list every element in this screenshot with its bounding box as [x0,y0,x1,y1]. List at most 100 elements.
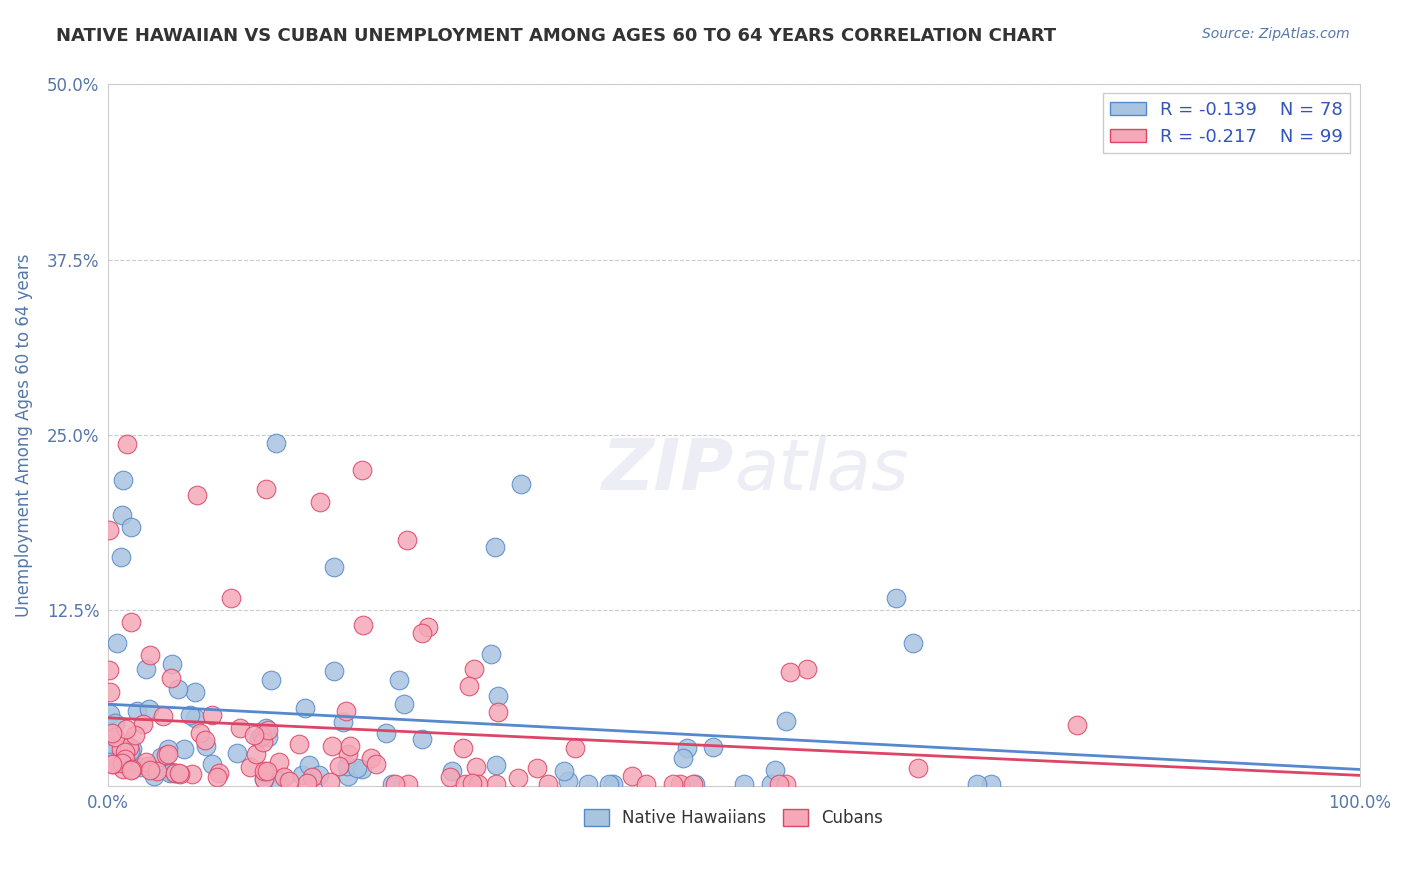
Point [439,771,461,785]
Point [167,766,190,780]
Point [253,772,276,787]
Point [98,524,121,538]
Point [886,591,908,606]
Point [114,752,136,766]
Point [636,777,658,791]
Point [184,684,207,698]
Point [105,636,128,650]
Point [702,740,724,755]
Point [374,725,396,739]
Point [98,685,121,699]
Point [194,733,217,747]
Point [557,773,579,788]
Point [252,772,274,787]
Point [120,520,142,534]
Point [98,707,121,722]
Point [110,742,132,756]
Point [139,763,162,777]
Point [194,739,217,753]
Point [239,760,262,774]
Point [294,700,316,714]
Point [273,770,295,784]
Point [336,769,359,783]
Point [526,761,548,775]
Point [115,437,138,451]
Point [264,435,287,450]
Point [142,769,165,783]
Point [111,508,134,522]
Point [662,777,685,791]
Point [103,757,125,772]
Point [219,591,242,605]
Point [184,711,207,725]
Point [118,739,141,754]
Point [98,663,121,677]
Point [110,550,132,565]
Point [155,748,177,763]
Point [346,760,368,774]
Point [381,777,404,791]
Point [226,746,249,760]
Point [308,768,330,782]
Point [486,690,509,704]
Point [98,755,121,769]
Point [298,758,321,772]
Point [243,728,266,742]
Point [180,767,202,781]
Legend: Native Hawaiians, Cubans: Native Hawaiians, Cubans [578,802,890,833]
Point [669,777,692,791]
Point [454,777,477,791]
Point [118,744,141,758]
Point [149,749,172,764]
Point [966,777,988,791]
Point [165,766,187,780]
Point [257,723,280,738]
Point [682,777,704,791]
Point [328,759,350,773]
Point [479,648,502,662]
Point [101,726,124,740]
Point [254,722,277,736]
Point [775,714,797,729]
Point [139,648,162,663]
Point [537,777,560,791]
Point [257,730,280,744]
Point [127,704,149,718]
Text: Source: ZipAtlas.com: Source: ZipAtlas.com [1202,27,1350,41]
Point [115,722,138,736]
Point [602,777,624,791]
Point [188,725,211,739]
Point [418,619,440,633]
Point [277,774,299,789]
Point [384,777,406,791]
Point [676,740,699,755]
Point [901,635,924,649]
Point [485,758,508,772]
Point [186,488,208,502]
Point [121,762,143,776]
Point [260,673,283,688]
Point [335,704,357,718]
Point [120,763,142,777]
Point [208,765,231,780]
Point [114,756,136,771]
Point [350,762,373,776]
Point [160,657,183,672]
Point [467,777,489,791]
Point [319,774,342,789]
Point [101,739,124,754]
Point [768,777,790,791]
Point [160,764,183,779]
Point [146,764,169,779]
Point [323,664,346,678]
Point [112,473,135,487]
Point [759,777,782,791]
Point [576,777,599,791]
Point [388,673,411,688]
Point [350,463,373,477]
Point [104,730,127,744]
Point [163,766,186,780]
Point [121,742,143,756]
Point [907,761,929,775]
Point [159,766,181,780]
